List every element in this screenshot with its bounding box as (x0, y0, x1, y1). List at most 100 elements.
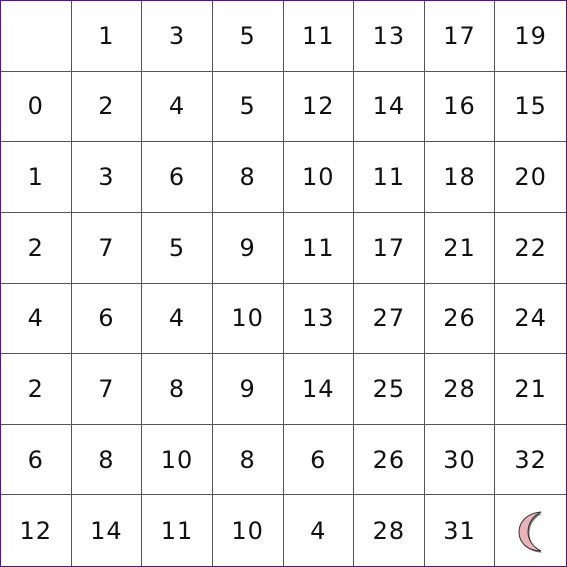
cell-value: 8 (239, 163, 256, 192)
grid-cell-r0-c5[interactable]: 13 (354, 1, 425, 72)
grid-cell-r1-c4[interactable]: 12 (283, 71, 355, 143)
grid-cell-r7-c7[interactable] (495, 495, 566, 566)
cell-value: 17 (372, 233, 406, 262)
grid-cell-r2-c6[interactable]: 18 (424, 142, 496, 213)
grid-cell-r1-c3[interactable]: 5 (212, 71, 284, 143)
cell-value: 8 (98, 445, 115, 474)
grid-cell-r1-c2[interactable]: 4 (142, 71, 213, 143)
grid-cell-r1-c1[interactable]: 2 (71, 71, 143, 143)
cell-value: 1 (27, 163, 44, 192)
cell-value: 4 (310, 516, 327, 545)
grid-cell-r5-c0[interactable]: 2 (1, 354, 72, 425)
grid-cell-r6-c2[interactable]: 10 (142, 424, 213, 496)
grid-cell-r4-c5[interactable]: 27 (354, 283, 425, 355)
grid-cell-r4-c4[interactable]: 13 (283, 283, 355, 355)
cell-value: 5 (239, 21, 256, 50)
cell-value: 10 (231, 304, 264, 333)
grid-cell-r1-c6[interactable]: 16 (424, 71, 496, 143)
grid-cell-r2-c2[interactable]: 6 (142, 142, 213, 213)
grid-cell-r5-c1[interactable]: 7 (71, 354, 143, 425)
grid-cell-r3-c0[interactable]: 2 (1, 212, 72, 284)
cell-value: 14 (372, 92, 406, 121)
grid-cell-r7-c1[interactable]: 14 (72, 495, 143, 566)
grid-cell-r3-c6[interactable]: 21 (424, 212, 496, 284)
grid-cell-r0-c7[interactable]: 19 (495, 1, 566, 72)
grid-cell-r4-c7[interactable]: 24 (495, 284, 566, 355)
grid-cell-r0-c1[interactable]: 1 (71, 1, 143, 72)
grid-cell-r2-c7[interactable]: 20 (495, 142, 566, 213)
grid-cell-r5-c4[interactable]: 14 (283, 354, 355, 425)
cell-value: 7 (98, 233, 115, 262)
grid-cell-r5-c2[interactable]: 8 (142, 354, 213, 425)
grid-cell-r5-c7[interactable]: 21 (495, 354, 566, 425)
cell-value: 24 (514, 304, 547, 333)
cell-value: 16 (443, 92, 476, 121)
cell-value: 10 (231, 516, 264, 545)
cell-value: 5 (168, 233, 186, 262)
grid-cell-r2-c5[interactable]: 11 (354, 142, 425, 213)
grid-cell-r4-c6[interactable]: 26 (424, 283, 496, 355)
grid-cell-r7-c3[interactable]: 10 (213, 495, 284, 566)
cell-value: 6 (27, 445, 44, 474)
grid-cell-r6-c1[interactable]: 8 (71, 424, 143, 496)
grid-cell-r1-c0[interactable]: 0 (1, 71, 72, 143)
cell-value: 3 (98, 163, 115, 192)
grid-cell-r3-c1[interactable]: 7 (71, 212, 143, 284)
grid-cell-r6-c3[interactable]: 8 (212, 424, 284, 496)
grid-cell-r1-c5[interactable]: 14 (354, 71, 425, 143)
cell-value: 2 (27, 374, 44, 403)
grid-cell-r0-c2[interactable]: 3 (142, 1, 213, 72)
grid-cell-r2-c4[interactable]: 10 (283, 142, 355, 213)
cell-value: 8 (239, 445, 256, 474)
cell-value: 1 (98, 21, 115, 50)
cell-value: 14 (302, 374, 335, 403)
grid-cell-r2-c0[interactable]: 1 (1, 142, 72, 213)
cell-value: 10 (160, 445, 194, 474)
grid-cell-r6-c4[interactable]: 6 (283, 424, 355, 496)
cell-value: 6 (168, 163, 186, 192)
grid-cell-r7-c4[interactable]: 4 (284, 495, 355, 566)
cell-value: 2 (27, 233, 44, 262)
cell-value: 3 (168, 21, 186, 50)
cell-value: 14 (90, 516, 123, 545)
grid-cell-r6-c0[interactable]: 6 (1, 424, 72, 496)
grid-cell-r3-c3[interactable]: 9 (212, 212, 284, 284)
cell-value: 4 (168, 304, 186, 333)
grid-cell-r7-c6[interactable]: 31 (425, 495, 496, 566)
grid-cell-r0-c6[interactable]: 17 (424, 1, 496, 72)
grid-cell-r6-c7[interactable]: 32 (495, 425, 566, 496)
grid-cell-r4-c3[interactable]: 10 (212, 283, 284, 355)
grid-cell-r2-c1[interactable]: 3 (71, 142, 143, 213)
grid-cell-r7-c0[interactable]: 12 (1, 495, 72, 566)
grid-cell-r6-c5[interactable]: 26 (354, 424, 425, 496)
grid-cell-r5-c5[interactable]: 25 (354, 354, 425, 425)
cell-value: 21 (443, 233, 476, 262)
cell-value: 0 (27, 92, 44, 121)
cell-value: 11 (302, 233, 335, 262)
grid-cell-r0-c0[interactable] (1, 1, 72, 72)
cell-value: 12 (19, 516, 53, 545)
cell-value: 19 (514, 21, 547, 50)
grid-cell-r5-c6[interactable]: 28 (424, 354, 496, 425)
cell-value: 10 (302, 163, 335, 192)
grid-cell-r3-c4[interactable]: 11 (283, 212, 355, 284)
cell-value: 9 (239, 233, 256, 262)
cell-value: 13 (372, 21, 406, 50)
grid-cell-r1-c7[interactable]: 15 (495, 72, 566, 143)
grid-cell-r7-c5[interactable]: 28 (354, 495, 425, 566)
grid-cell-r6-c6[interactable]: 30 (424, 424, 496, 496)
grid-cell-r3-c5[interactable]: 17 (354, 212, 425, 284)
grid-cell-r0-c3[interactable]: 5 (212, 1, 284, 72)
grid-cell-r4-c1[interactable]: 6 (71, 283, 143, 355)
cell-value: 11 (160, 516, 194, 545)
grid-cell-r3-c2[interactable]: 5 (142, 212, 213, 284)
cell-value: 6 (310, 445, 327, 474)
grid-cell-r0-c4[interactable]: 11 (283, 1, 355, 72)
grid-cell-r4-c2[interactable]: 4 (142, 283, 213, 355)
grid-cell-r3-c7[interactable]: 22 (495, 213, 566, 284)
grid-cell-r7-c2[interactable]: 11 (142, 495, 213, 566)
grid-cell-r4-c0[interactable]: 4 (1, 283, 72, 355)
cell-value: 27 (372, 304, 406, 333)
grid-cell-r2-c3[interactable]: 8 (212, 142, 284, 213)
grid-cell-r5-c3[interactable]: 9 (212, 354, 284, 425)
